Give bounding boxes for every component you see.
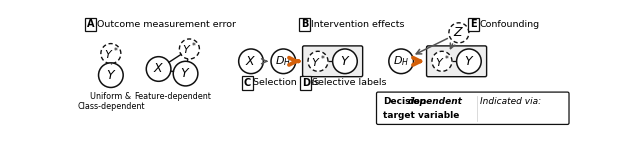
- Circle shape: [449, 23, 469, 43]
- Circle shape: [147, 57, 171, 81]
- Text: Outcome measurement error: Outcome measurement error: [97, 20, 236, 29]
- Text: $Y^*$: $Y^*$: [182, 41, 196, 57]
- Text: A: A: [87, 19, 95, 29]
- Text: C: C: [244, 78, 251, 88]
- Text: $Y^*$: $Y^*$: [435, 53, 449, 70]
- Circle shape: [173, 61, 198, 86]
- Text: $X$: $X$: [153, 62, 164, 76]
- Circle shape: [271, 49, 296, 74]
- FancyBboxPatch shape: [303, 46, 363, 77]
- Text: Confounding: Confounding: [480, 20, 540, 29]
- Text: E: E: [470, 19, 477, 29]
- Text: $D_H$: $D_H$: [393, 54, 409, 68]
- FancyBboxPatch shape: [427, 46, 486, 77]
- Circle shape: [456, 49, 481, 74]
- Text: Feature-dependent: Feature-dependent: [134, 92, 211, 101]
- Text: $D_H$: $D_H$: [275, 54, 291, 68]
- Text: target variable: target variable: [383, 111, 459, 120]
- Text: Intervention effects: Intervention effects: [311, 20, 404, 29]
- Circle shape: [333, 49, 357, 74]
- Text: Selective labels: Selective labels: [312, 78, 387, 87]
- FancyBboxPatch shape: [376, 92, 569, 124]
- Text: Uniform &
Class-dependent: Uniform & Class-dependent: [77, 92, 145, 112]
- Text: B: B: [301, 19, 308, 29]
- Text: $Y$: $Y$: [106, 69, 116, 82]
- Text: dependent: dependent: [408, 97, 463, 106]
- Text: $Y$: $Y$: [340, 55, 350, 68]
- Text: Selection bias: Selection bias: [253, 78, 319, 87]
- Circle shape: [389, 49, 413, 74]
- Text: $Y$: $Y$: [180, 67, 191, 80]
- Text: $Y^*$: $Y^*$: [310, 53, 325, 70]
- Circle shape: [99, 63, 123, 87]
- Text: $Z$: $Z$: [453, 26, 465, 39]
- Circle shape: [101, 44, 121, 64]
- Text: Decision-: Decision-: [383, 97, 429, 106]
- Circle shape: [179, 39, 200, 59]
- Text: $Y^*$: $Y^*$: [104, 45, 118, 62]
- Text: Indicated via:: Indicated via:: [481, 97, 541, 106]
- Text: $X$: $X$: [245, 55, 257, 68]
- Circle shape: [239, 49, 263, 74]
- Text: D: D: [301, 78, 310, 88]
- Circle shape: [308, 51, 328, 71]
- Circle shape: [432, 51, 452, 71]
- Text: $Y$: $Y$: [464, 55, 474, 68]
